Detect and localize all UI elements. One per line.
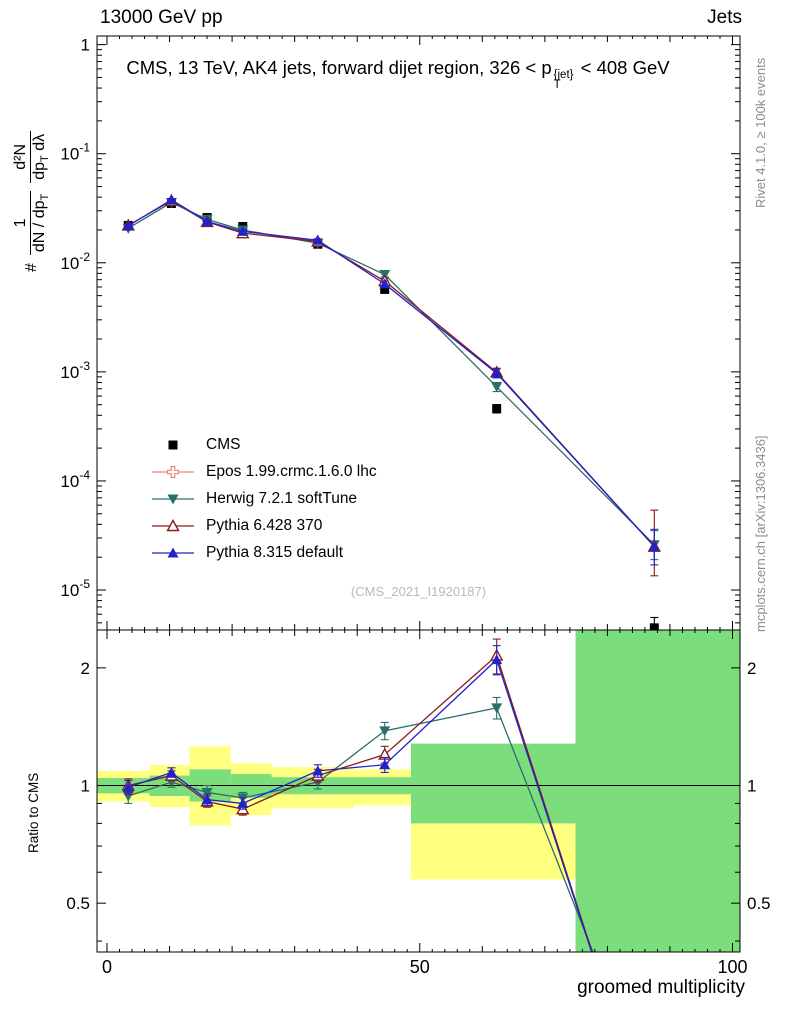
legend-item: Herwig 7.2.1 softTune [150,485,377,512]
svg-text:2: 2 [747,659,756,678]
svg-text:10-4: 10-4 [60,468,90,491]
pt-jet-superscript: {jet} [553,69,574,81]
legend-label: CMS [206,435,241,453]
svg-text:10-2: 10-2 [60,250,90,273]
pt-supsub: {jet} T [553,69,574,91]
mcplots-reference-note: mcplots.cern.ch [arXiv:1306.3436] [753,435,768,632]
legend-item: Epos 1.99.crmc.1.6.0 lhc [150,458,377,485]
svg-text:10-3: 10-3 [60,359,90,382]
x-axis-label: groomed multiplicity [577,977,745,998]
legend-marker-triangle-up-open [152,518,194,531]
svg-text:1: 1 [81,777,90,796]
svg-text:10-5: 10-5 [60,577,90,600]
beam-energy-label: 13000 GeV pp [100,7,223,28]
legend-marker-square-filled [168,440,178,449]
uncertainty-band-green [410,743,576,824]
plot-title: CMS, 13 TeV, AK4 jets, forward dijet reg… [40,57,756,91]
legend: CMS Epos 1.99.crmc.1.6.0 lhc Herwig 7.2.1 … [150,431,377,566]
plot-title-text: CMS, 13 TeV, AK4 jets, forward dijet reg… [126,57,552,78]
rivet-version-note: Rivet 4.1.0, ≥ 100k events [753,57,768,208]
legend-marker-triangle-down-filled [152,494,194,504]
legend-item: Pythia 6.428 370 [150,512,377,539]
y-label-fraction-2: d²N dpT dλ [12,130,52,183]
uncertainty-band-green [575,630,740,952]
main-axes: 1 10-1 10-2 10-3 10-4 10-5 [60,35,741,631]
legend-marker-triangle-up-filled [152,547,194,557]
ratio-y-axis-label: Ratio to CMS [26,772,41,853]
legend-marker-cross-open [152,465,194,478]
svg-text:1: 1 [747,777,756,796]
plot-title-text-end: < 408 GeV [575,57,670,78]
analysis-group-label: Jets [707,7,742,28]
legend-label: Pythia 6.428 370 [206,516,323,534]
y-label-fraction-1: 1 dN / dpT [12,190,52,256]
legend-label: Epos 1.99.crmc.1.6.0 lhc [206,462,377,480]
legend-label: Pythia 8.315 default [206,543,344,561]
svg-text:50: 50 [410,957,430,977]
y-label-frac1-numerator: 1 [12,190,32,256]
legend-item: Pythia 8.315 default [150,539,377,566]
legend-item: CMS [150,431,377,458]
analysis-id-watermark: (CMS_2021_I1920187) [350,584,487,599]
ratio-plot-area [97,630,740,952]
y-label-frac1-denominator: dN / dpT [31,193,52,253]
svg-text:0: 0 [102,957,112,977]
svg-text:10-1: 10-1 [60,141,90,164]
legend-label: Herwig 7.2.1 softTune [206,489,358,507]
main-y-axis-label: # 1 dN / dpT d²N dpT dλ [12,130,52,272]
y-label-prefix: # [23,263,41,272]
main-plot-area [121,193,661,630]
y-label-frac2-denominator: dpT dλ [31,133,52,180]
y-label-frac2-numerator: d²N [12,130,32,183]
svg-text:1: 1 [81,36,90,55]
pt-t-subscript: T [553,79,561,91]
svg-text:2: 2 [81,659,90,678]
svg-text:0.5: 0.5 [747,894,771,913]
svg-text:100: 100 [717,957,747,977]
svg-text:0.5: 0.5 [66,894,90,913]
